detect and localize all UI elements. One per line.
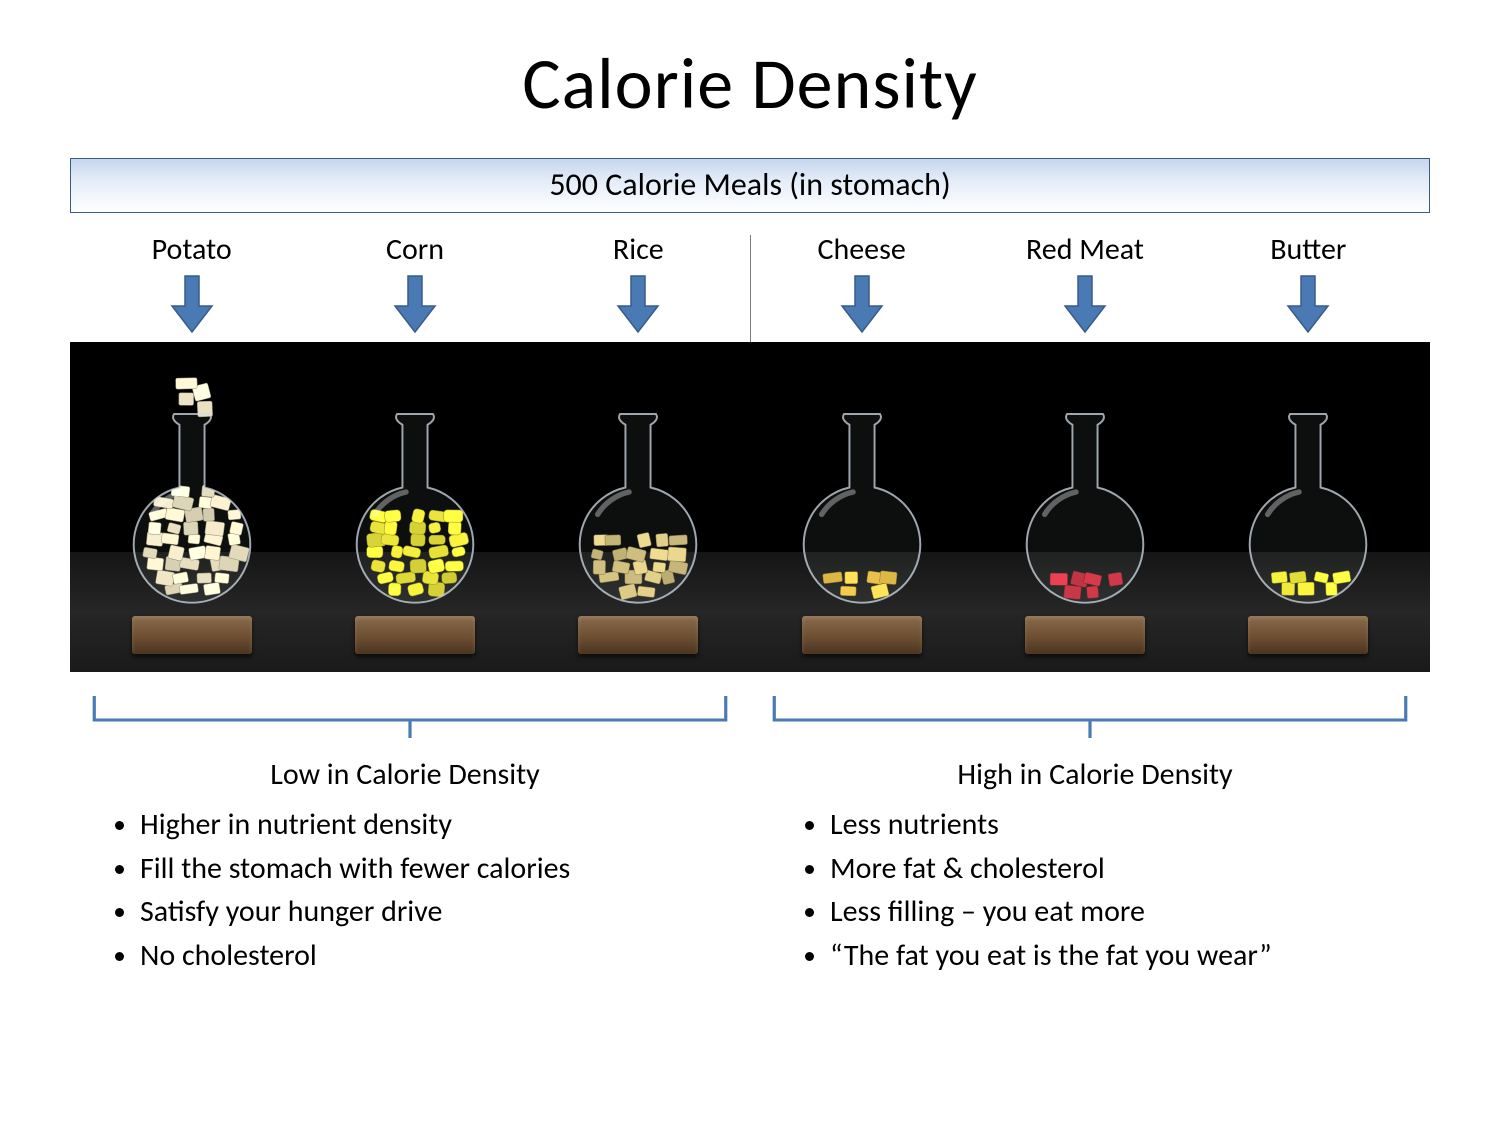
banner-header: 500 Calorie Meals (in stomach) [70,158,1430,213]
food-label: Corn [303,231,526,268]
food-label: Cheese [750,231,973,268]
flask-base [802,616,922,654]
down-arrow-icon [170,274,214,334]
arrow-col [973,274,1196,334]
flask-icon [107,362,277,622]
food-label: Potato [80,231,303,268]
left-bullet-list: Higher in nutrient density Fill the stom… [120,803,720,977]
flask-icon [553,362,723,622]
food-label: Red Meat [973,231,1196,268]
left-heading: Low in Calorie Density [90,756,720,793]
photo-area [70,342,1430,672]
right-column: High in Calorie Density Less nutrients M… [780,752,1410,977]
list-item: Less filling – you eat more [830,890,1410,934]
list-item: More fat & cholesterol [830,847,1410,891]
list-item: “The fat you eat is the fat you wear” [830,934,1410,978]
flask-base [1025,616,1145,654]
flask-butter [1208,362,1408,654]
flask-potato [92,362,292,654]
arrow-col [527,274,750,334]
down-arrow-icon [840,274,884,334]
bracket-right [770,692,1410,742]
list-item: Less nutrients [830,803,1410,847]
down-arrow-icon [1286,274,1330,334]
left-column: Low in Calorie Density Higher in nutrien… [90,752,720,977]
arrow-col [750,274,973,334]
flask-base [1248,616,1368,654]
flask-base [578,616,698,654]
flask-red-meat [985,362,1185,654]
flask-icon [777,362,947,622]
flask-rice [538,362,738,654]
flask-cheese [762,362,962,654]
list-item: Higher in nutrient density [140,803,720,847]
flask-icon [1000,362,1170,622]
flask-icon [330,362,500,622]
down-arrow-icon [393,274,437,334]
flask-corn [315,362,515,654]
flask-base [355,616,475,654]
list-item: No cholesterol [140,934,720,978]
bottom-columns: Low in Calorie Density Higher in nutrien… [90,752,1410,977]
arrow-col [80,274,303,334]
flask-icon [1223,362,1393,622]
page-title: Calorie Density [60,40,1440,128]
food-label: Butter [1197,231,1420,268]
right-heading: High in Calorie Density [780,756,1410,793]
list-item: Fill the stomach with fewer calories [140,847,720,891]
brackets-row [70,692,1430,742]
slide: Calorie Density 500 Calorie Meals (in st… [0,0,1500,1125]
food-labels-row: Potato Corn Rice Cheese Red Meat Butter [60,231,1440,268]
bracket-left [90,692,730,742]
down-arrow-icon [616,274,660,334]
arrow-col [1197,274,1420,334]
down-arrow-icon [1063,274,1107,334]
arrow-col [303,274,526,334]
right-bullet-list: Less nutrients More fat & cholesterol Le… [810,803,1410,977]
flask-row [70,362,1430,654]
flask-base [132,616,252,654]
food-label: Rice [527,231,750,268]
list-item: Satisfy your hunger drive [140,890,720,934]
